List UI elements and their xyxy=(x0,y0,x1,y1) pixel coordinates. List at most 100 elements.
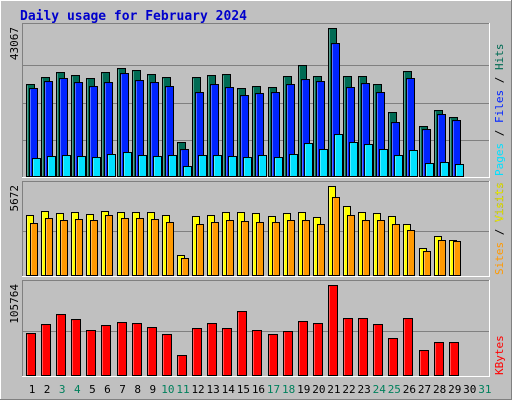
pages-bar xyxy=(92,157,101,177)
pages-bar xyxy=(289,154,298,177)
sites-bar xyxy=(75,219,83,276)
pages-bar xyxy=(107,154,116,177)
sites-bar xyxy=(272,222,280,276)
kbytes-bar xyxy=(177,355,187,376)
sites-bar xyxy=(407,230,415,276)
kbytes-bar xyxy=(71,319,81,376)
panel-kbytes-legend: KBytes xyxy=(493,335,506,375)
sites-bar xyxy=(317,224,325,276)
pages-bar xyxy=(228,156,237,177)
pages-bar xyxy=(425,163,434,177)
day-label: 21 xyxy=(327,383,340,396)
day-label: 10 xyxy=(161,383,174,396)
panel-visits-legend: Sites / Visits xyxy=(493,182,506,275)
kbytes-bar xyxy=(343,318,353,376)
kbytes-bar xyxy=(313,323,323,376)
sites-bar xyxy=(362,220,370,276)
day-label: 25 xyxy=(388,383,401,396)
sites-bar xyxy=(166,222,174,276)
kbytes-bar xyxy=(237,311,247,376)
sites-bar xyxy=(256,222,264,276)
kbytes-bar xyxy=(373,324,383,376)
pages-bar xyxy=(274,157,283,177)
legend-segment: / xyxy=(493,70,506,90)
legend-segment: Sites xyxy=(493,242,506,275)
kbytes-bar xyxy=(268,334,278,376)
pages-bar xyxy=(243,157,252,177)
panel-visits: 5672 Sites / Visits xyxy=(8,181,506,277)
kbytes-bar xyxy=(222,328,232,376)
kbytes-bar xyxy=(192,328,202,376)
legend-segment: / xyxy=(493,123,506,143)
sites-bar xyxy=(347,215,355,276)
kbytes-bar xyxy=(56,314,66,376)
day-label: 31 xyxy=(478,383,491,396)
day-label: 28 xyxy=(433,383,446,396)
day-label: 30 xyxy=(463,383,476,396)
sites-bar xyxy=(45,218,53,276)
sites-bar xyxy=(392,224,400,276)
sites-bar xyxy=(30,223,38,276)
day-label: 2 xyxy=(44,383,51,396)
day-label: 12 xyxy=(191,383,204,396)
kbytes-bar xyxy=(388,338,398,376)
kbytes-bar xyxy=(26,333,36,376)
day-label: 18 xyxy=(282,383,295,396)
day-label: 17 xyxy=(267,383,280,396)
legend-segment: Pages xyxy=(493,143,506,176)
sites-bar xyxy=(423,251,431,276)
day-label: 26 xyxy=(403,383,416,396)
sites-bar xyxy=(181,258,189,276)
chart-title: Daily usage for February 2024 xyxy=(20,9,247,24)
legend-segment: Visits xyxy=(493,182,506,222)
day-label: 11 xyxy=(176,383,189,396)
kbytes-bar xyxy=(86,330,96,376)
legend-segment: KBytes xyxy=(493,335,506,375)
panel-visits-max-label: 5672 xyxy=(8,185,21,212)
kbytes-bar xyxy=(147,327,157,376)
sites-bar xyxy=(211,222,219,276)
kbytes-bar xyxy=(283,331,293,376)
pages-bar xyxy=(168,155,177,177)
sites-bar xyxy=(196,224,204,276)
pages-bar xyxy=(77,156,86,177)
kbytes-bar xyxy=(403,318,413,376)
day-label: 16 xyxy=(252,383,265,396)
kbytes-bar xyxy=(449,342,459,376)
kbytes-bar xyxy=(252,330,262,376)
pages-bar xyxy=(349,142,358,177)
day-label: 9 xyxy=(149,383,156,396)
day-label: 15 xyxy=(237,383,250,396)
x-axis-day-labels: 1 2 3 4 5 6 7 8 9 10 11 12 13 14 15 16 17 18 19 20 21 22 23 24 2… xyxy=(29,383,492,396)
sites-bar xyxy=(287,220,295,276)
kbytes-bar xyxy=(162,334,172,376)
sites-bar xyxy=(121,218,129,276)
sites-bar xyxy=(151,219,159,276)
day-label: 1 xyxy=(29,383,36,396)
sites-bar xyxy=(90,220,98,276)
day-label: 4 xyxy=(74,383,81,396)
kbytes-bar xyxy=(101,325,111,376)
day-label: 8 xyxy=(134,383,141,396)
kbytes-bar xyxy=(298,321,308,376)
pages-bar xyxy=(334,134,343,177)
sites-bar xyxy=(105,215,113,276)
kbytes-bar xyxy=(132,323,142,376)
day-label: 5 xyxy=(89,383,96,396)
day-label: 7 xyxy=(119,383,126,396)
pages-bar xyxy=(394,155,403,177)
pages-bar xyxy=(455,164,464,177)
pages-bar xyxy=(213,155,222,177)
pages-bar xyxy=(379,149,388,177)
legend-segment: Hits xyxy=(493,44,506,71)
sites-bar xyxy=(377,220,385,276)
legend-segment: Files xyxy=(493,90,506,123)
sites-bar xyxy=(226,220,234,276)
pages-bar xyxy=(364,144,373,177)
day-label: 19 xyxy=(297,383,310,396)
sites-bar xyxy=(60,220,68,276)
day-label: 24 xyxy=(373,383,387,396)
day-label: 27 xyxy=(418,383,431,396)
pages-bar xyxy=(319,149,328,177)
